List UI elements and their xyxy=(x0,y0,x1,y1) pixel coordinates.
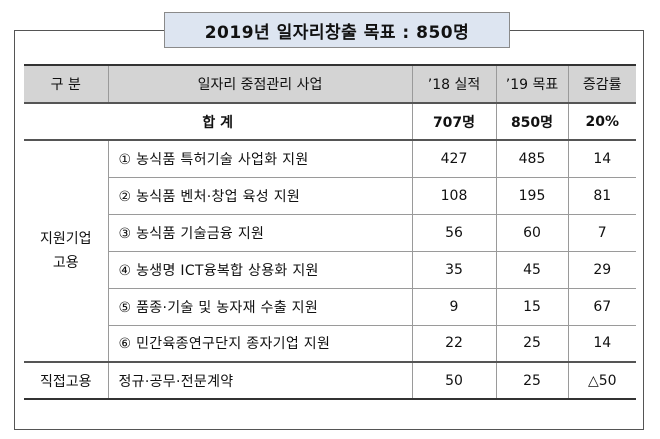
target-2019-cell: 195 xyxy=(495,176,569,215)
target-2019-cell: 25 xyxy=(495,324,569,363)
target-2019-cell: 25 xyxy=(495,361,569,400)
header-target-2019: ’19 목표 xyxy=(495,64,569,104)
page-title: 2019년 일자리창출 목표 : 850명 xyxy=(164,12,510,48)
header-project: 일자리 중점관리 사업 xyxy=(107,64,413,104)
table-row: 직접고용 정규·공무·전문계약 50 25 △50 xyxy=(24,361,636,400)
actual-2018-cell: 427 xyxy=(411,139,497,178)
header-category: 구 분 xyxy=(24,64,109,104)
project-name: ③ 농식품 기술금융 지원 xyxy=(108,213,413,252)
project-name: 정규·공무·전문계약 xyxy=(107,361,413,400)
category-support-company: 지원기업 고용 xyxy=(24,139,109,363)
total-target-2019: 850명 xyxy=(495,102,569,141)
total-label: 합 계 xyxy=(24,102,413,141)
actual-2018-cell: 50 xyxy=(411,361,497,400)
table-row: 지원기업 고용 ① 농식품 특허기술 사업화 지원 427 485 14 xyxy=(24,139,636,363)
total-row: 합 계 707명 850명 20% xyxy=(24,102,636,141)
category-direct-employment: 직접고용 xyxy=(24,361,109,400)
actual-2018-cell: 56 xyxy=(411,213,497,252)
change-cell: 14 xyxy=(567,324,636,363)
target-2019-cell: 45 xyxy=(495,250,569,289)
category-label: 지원기업 xyxy=(39,231,92,247)
project-name: ⑤ 품종·기술 및 농자재 수출 지원 xyxy=(108,287,413,326)
actual-2018-cell: 108 xyxy=(411,176,497,215)
table-row: ⑤ 품종·기술 및 농자재 수출 지원 9 15 67 xyxy=(24,287,636,326)
change-cell: 7 xyxy=(567,213,636,252)
target-2019-cell: 15 xyxy=(495,287,569,326)
total-change: 20% xyxy=(567,102,636,141)
project-name: ① 농식품 특허기술 사업화 지원 xyxy=(107,139,413,178)
target-2019-cell: 60 xyxy=(495,213,569,252)
header-row: 구 분 일자리 중점관리 사업 ’18 실적 ’19 목표 증감률 xyxy=(24,64,636,104)
project-name: ② 농식품 벤처·창업 육성 지원 xyxy=(108,176,413,215)
change-cell: 81 xyxy=(567,176,636,215)
actual-2018-cell: 35 xyxy=(411,250,497,289)
actual-2018-cell: 22 xyxy=(411,324,497,363)
table-row: ② 농식품 벤처·창업 육성 지원 108 195 81 xyxy=(24,176,636,215)
category-label: 고용 xyxy=(52,255,79,271)
jobs-target-table: 구 분 일자리 중점관리 사업 ’18 실적 ’19 목표 증감률 합 계 70… xyxy=(24,64,636,400)
total-actual-2018: 707명 xyxy=(411,102,497,141)
target-2019-cell: 485 xyxy=(495,139,569,178)
table-row: ⑥ 민간육종연구단지 종자기업 지원 22 25 14 xyxy=(24,324,636,363)
table-row: ④ 농생명 ICT융복합 상용화 지원 35 45 29 xyxy=(24,250,636,289)
change-cell: 14 xyxy=(567,139,636,178)
actual-2018-cell: 9 xyxy=(411,287,497,326)
project-name: ④ 농생명 ICT융복합 상용화 지원 xyxy=(108,250,413,289)
change-cell: 67 xyxy=(567,287,636,326)
project-name: ⑥ 민간육종연구단지 종자기업 지원 xyxy=(108,324,413,363)
change-cell: △50 xyxy=(567,361,636,400)
table-row: ③ 농식품 기술금융 지원 56 60 7 xyxy=(24,213,636,252)
change-cell: 29 xyxy=(567,250,636,289)
header-change: 증감률 xyxy=(567,64,636,104)
header-actual-2018: ’18 실적 xyxy=(411,64,497,104)
